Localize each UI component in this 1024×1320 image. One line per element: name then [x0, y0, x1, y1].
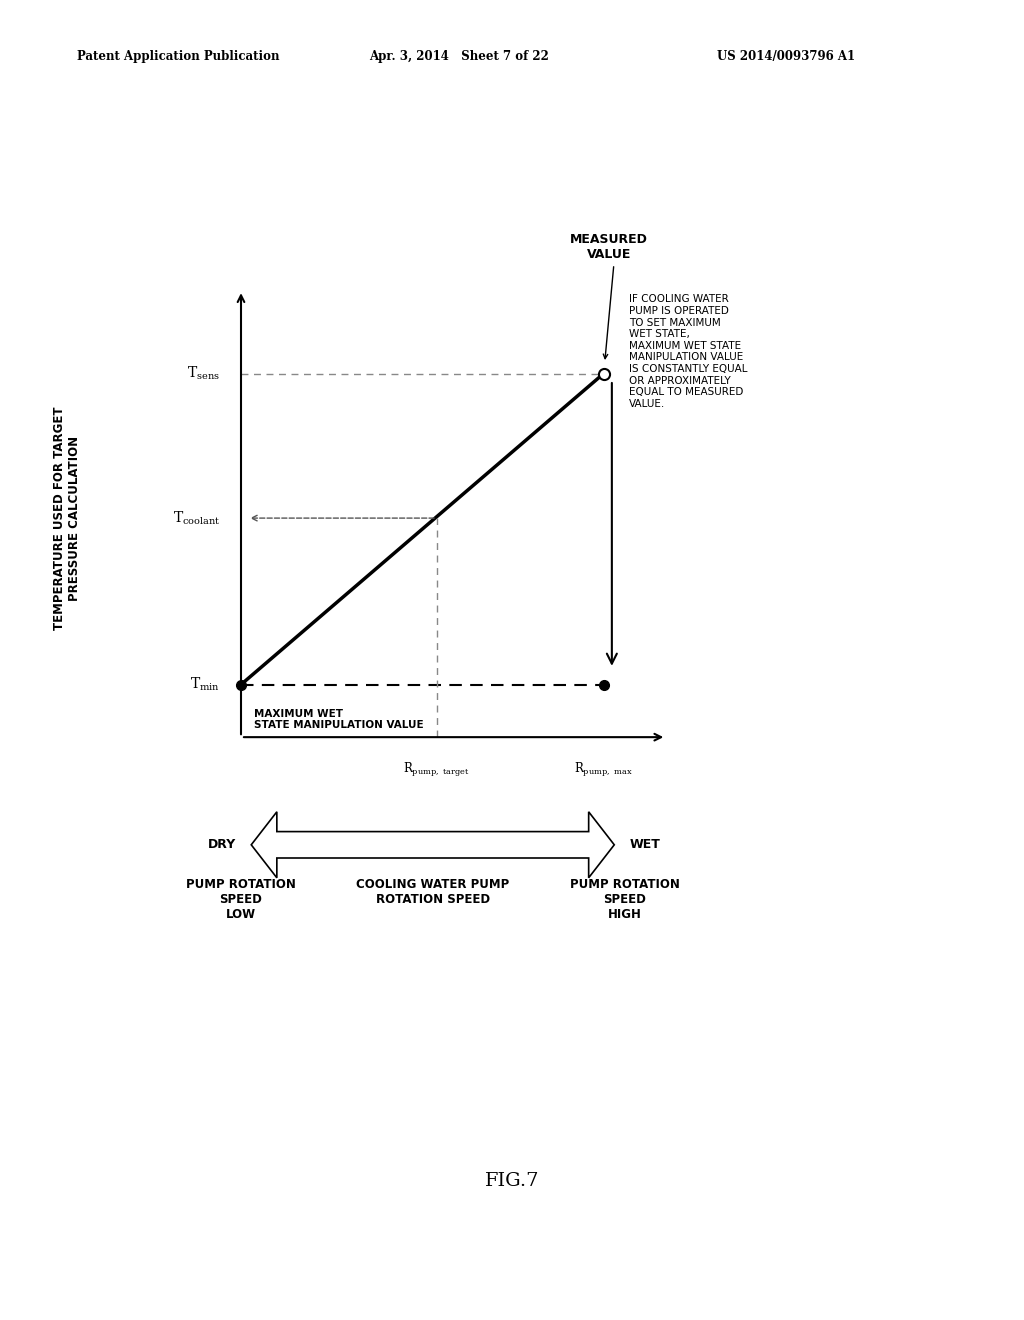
- Text: $\mathregular{T_{coolant}}$: $\mathregular{T_{coolant}}$: [173, 510, 220, 527]
- Text: US 2014/0093796 A1: US 2014/0093796 A1: [717, 50, 855, 63]
- Text: COOLING WATER PUMP
ROTATION SPEED: COOLING WATER PUMP ROTATION SPEED: [356, 878, 509, 906]
- Text: MAXIMUM WET
STATE MANIPULATION VALUE: MAXIMUM WET STATE MANIPULATION VALUE: [254, 709, 423, 730]
- Text: IF COOLING WATER
PUMP IS OPERATED
TO SET MAXIMUM
WET STATE,
MAXIMUM WET STATE
MA: IF COOLING WATER PUMP IS OPERATED TO SET…: [630, 294, 748, 409]
- Text: PUMP ROTATION
SPEED
HIGH: PUMP ROTATION SPEED HIGH: [569, 878, 680, 921]
- Text: Apr. 3, 2014   Sheet 7 of 22: Apr. 3, 2014 Sheet 7 of 22: [369, 50, 549, 63]
- Text: $\mathregular{T_{min}}$: $\mathregular{T_{min}}$: [190, 676, 220, 693]
- Text: WET: WET: [630, 838, 660, 851]
- Text: Patent Application Publication: Patent Application Publication: [77, 50, 280, 63]
- Text: $\mathregular{R_{pump,\ target}}$: $\mathregular{R_{pump,\ target}}$: [403, 762, 470, 779]
- Text: MEASURED
VALUE: MEASURED VALUE: [569, 234, 648, 261]
- Text: $\mathregular{R_{pump,\ max}}$: $\mathregular{R_{pump,\ max}}$: [574, 762, 633, 779]
- Text: TEMPERATURE USED FOR TARGET
PRESSURE CALCULATION: TEMPERATURE USED FOR TARGET PRESSURE CAL…: [52, 407, 81, 630]
- Text: PUMP ROTATION
SPEED
LOW: PUMP ROTATION SPEED LOW: [186, 878, 296, 921]
- Text: DRY: DRY: [208, 838, 236, 851]
- Text: FIG.7: FIG.7: [484, 1172, 540, 1191]
- Text: $\mathregular{T_{sens}}$: $\mathregular{T_{sens}}$: [187, 364, 220, 383]
